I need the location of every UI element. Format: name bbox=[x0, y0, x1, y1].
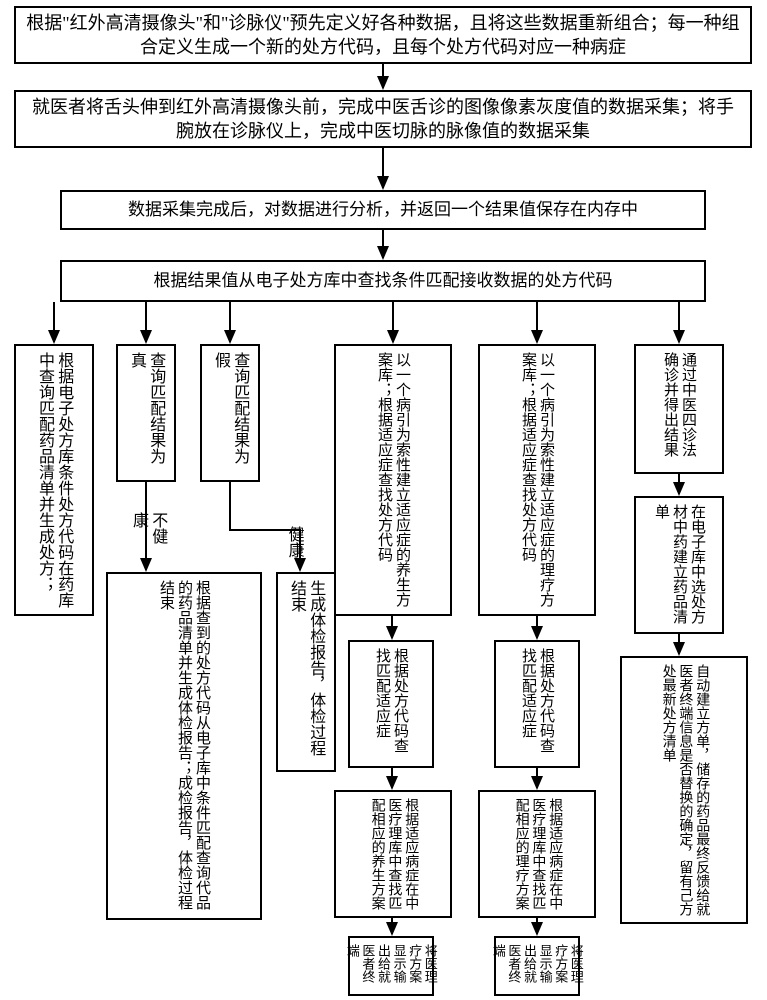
text: 以一个病引为索性建立适应症的养生方案库；根据适应症查找处方代码 bbox=[375, 352, 411, 608]
branch6-a: 通过中医四诊法确诊并得出结果 bbox=[634, 344, 724, 474]
text: 就医者将舌头伸到红外高清摄像头前，完成中医舌诊的图像像素灰度值的数据采集；将手腕… bbox=[24, 95, 742, 144]
text: 查询匹配结果为真 bbox=[127, 352, 165, 474]
text: 将医理疗方案显示输出给就医者终端 bbox=[344, 944, 438, 988]
text: 根据处方代码查找匹配适应症 bbox=[373, 648, 409, 760]
branch6-b: 在电子库中选处方材中药建立药品清单 bbox=[634, 496, 724, 634]
branch4-d: 将医理疗方案显示输出给就医者终端 bbox=[348, 936, 434, 996]
text: 数据采集完成后，对数据进行分析，并返回一个结果值保存在内存中 bbox=[128, 199, 638, 222]
text: 根据结果值从电子处方库中查找条件匹配接收数据的处方代码 bbox=[154, 270, 613, 293]
branch5-a: 以一个病引为索性建立适应症的理疗方案库；根据适应症查找处方代码 bbox=[478, 344, 596, 616]
text: 以一个病引为索性建立适应症的理疗方案库；根据适应症查找处方代码 bbox=[519, 352, 555, 608]
text: 根据"红外高清摄像头"和"诊脉仪"预先定义好各种数据，且将这些数据重新组合；每一… bbox=[24, 11, 742, 60]
text: 在电子库中选处方材中药建立药品清单 bbox=[652, 504, 706, 626]
branch2-top: 查询匹配结果为真 bbox=[116, 344, 176, 482]
step-collect-data: 就医者将舌头伸到红外高清摄像头前，完成中医舌诊的图像像素灰度值的数据采集；将手腕… bbox=[14, 90, 752, 148]
text: 根据电子处方库条件处方代码在药库中查询匹配药品清单并生成处方； bbox=[35, 352, 73, 608]
branch6-c: 自动建立方单，储存的药品最终反馈给就医者终端信息是否替换的确定，留有己方处最新处… bbox=[620, 656, 748, 924]
branch4-b: 根据处方代码查找匹配适应症 bbox=[348, 640, 434, 768]
text: 健康 bbox=[284, 526, 303, 558]
text: 根据处方代码查找匹配适应症 bbox=[519, 648, 555, 760]
branch1-box: 根据电子处方库条件处方代码在药库中查询匹配药品清单并生成处方； bbox=[14, 344, 94, 616]
step-lookup-code: 根据结果值从电子处方库中查找条件匹配接收数据的处方代码 bbox=[60, 260, 706, 302]
branch4-c: 根据适应病症在中医疗理库中查找匹配相应的养生方案 bbox=[334, 790, 452, 918]
text: 查询匹配结果为假 bbox=[211, 352, 249, 474]
branch5-c: 根据适应病症在中医疗理库中查找匹配相应的理疗方案 bbox=[478, 790, 596, 918]
text: 自动建立方单，储存的药品最终反馈给就医者终端信息是否替换的确定，留有己方处最新处… bbox=[659, 664, 709, 916]
text: 根据适应病症在中医疗理库中查找匹配相应的理疗方案 bbox=[512, 798, 562, 910]
step-analyze: 数据采集完成后，对数据进行分析，并返回一个结果值保存在内存中 bbox=[60, 190, 706, 230]
branch3-top: 查询匹配结果为假 bbox=[200, 344, 260, 482]
text: 不健康 bbox=[129, 512, 167, 558]
branch3-bottom: 生成体检报告，体检过程结束 bbox=[276, 572, 336, 772]
step-define-data: 根据"红外高清摄像头"和"诊脉仪"预先定义好各种数据，且将这些数据重新组合；每一… bbox=[14, 6, 752, 64]
text: 通过中医四诊法确诊并得出结果 bbox=[661, 352, 697, 466]
text: 生成体检报告，体检过程结束 bbox=[287, 580, 325, 764]
branch4-a: 以一个病引为索性建立适应症的养生方案库；根据适应症查找处方代码 bbox=[334, 344, 452, 616]
branch5-b: 根据处方代码查找匹配适应症 bbox=[494, 640, 580, 768]
branch5-d: 将医理疗方案显示输出给就医者终端 bbox=[494, 936, 580, 996]
text: 根据查到的处方代码从电子库中条件匹配查询代品的药品清单并生成体检报告；成检报告，… bbox=[157, 580, 211, 912]
branch3-label: 健康 bbox=[278, 520, 310, 570]
text: 根据适应病症在中医疗理库中查找匹配相应的养生方案 bbox=[368, 798, 418, 910]
branch2-bottom: 根据查到的处方代码从电子库中条件匹配查询代品的药品清单并生成体检报告；成检报告，… bbox=[106, 572, 262, 920]
branch2-label: 不健康 bbox=[126, 506, 170, 564]
text: 将医理疗方案显示输出给就医者终端 bbox=[490, 944, 584, 988]
